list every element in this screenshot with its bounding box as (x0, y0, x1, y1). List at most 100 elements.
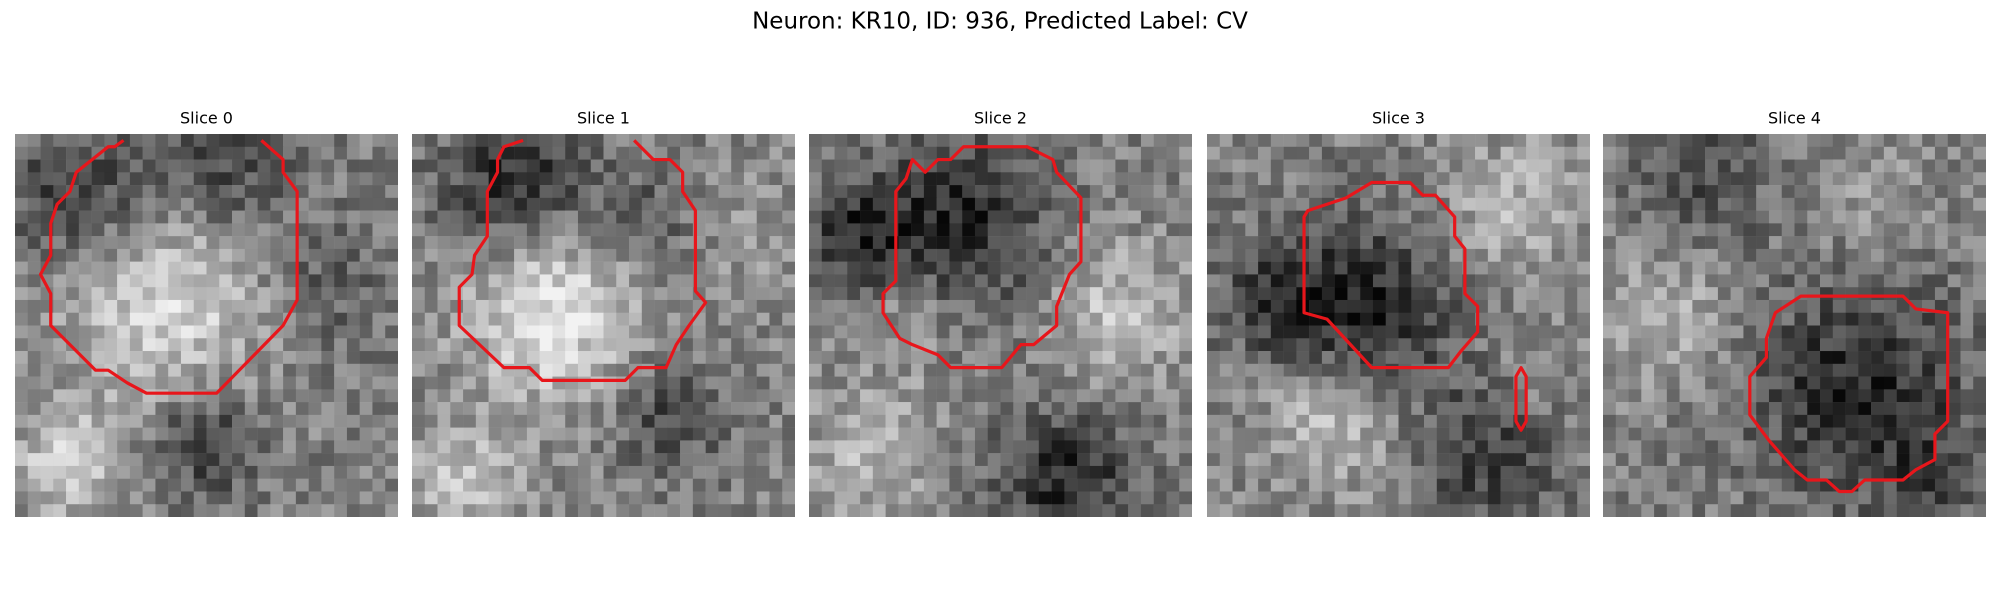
pixel (1296, 478, 1310, 492)
pixel (437, 504, 451, 517)
pixel (1232, 427, 1246, 441)
pixel (1424, 134, 1438, 148)
pixel (629, 325, 643, 339)
pixel (1309, 363, 1323, 377)
pixel (1038, 261, 1052, 275)
pixel (1730, 274, 1744, 288)
pixel (1385, 159, 1399, 173)
pixel (232, 185, 246, 199)
pixel (1717, 274, 1731, 288)
pixel (1973, 223, 1986, 237)
pixel (1730, 287, 1744, 301)
pixel (1654, 185, 1668, 199)
pixel (1140, 287, 1154, 301)
pixel (244, 248, 258, 262)
pixel (1424, 491, 1438, 505)
pixel (1666, 146, 1680, 160)
pixel (385, 351, 398, 365)
pixel (1756, 274, 1770, 288)
pixel (1922, 210, 1936, 224)
pixel (1321, 363, 1335, 377)
pixel (1013, 134, 1027, 148)
pixel (219, 465, 233, 479)
pixel (731, 185, 745, 199)
pixel (731, 427, 745, 441)
pixel (372, 134, 386, 148)
pixel (1883, 351, 1897, 365)
pixel (1102, 210, 1116, 224)
pixel (180, 325, 194, 339)
pixel (244, 453, 258, 467)
pixel (1705, 465, 1719, 479)
pixel (936, 287, 950, 301)
pixel (1179, 491, 1192, 505)
pixel (193, 376, 207, 390)
pixel (117, 325, 131, 339)
pixel (1245, 287, 1259, 301)
pixel (1564, 389, 1578, 403)
pixel (193, 172, 207, 186)
pixel (731, 491, 745, 505)
pixel (629, 274, 643, 288)
pixel (450, 504, 464, 517)
pixel (1654, 287, 1668, 301)
pixel (1973, 210, 1986, 224)
pixel (1179, 210, 1192, 224)
pixel (463, 414, 477, 428)
pixel (526, 312, 540, 326)
pixel (1347, 299, 1361, 313)
pixel (1577, 210, 1590, 224)
pixel (1883, 146, 1897, 160)
pixel (860, 376, 874, 390)
pixel (1960, 351, 1974, 365)
pixel (1743, 427, 1757, 441)
pixel (1000, 338, 1014, 352)
pixel (603, 338, 617, 352)
pixel (1807, 465, 1821, 479)
pixel (692, 427, 706, 441)
pixel (206, 261, 220, 275)
pixel (1730, 248, 1744, 262)
pixel (1245, 427, 1259, 441)
pixel (1717, 325, 1731, 339)
pixel (1692, 210, 1706, 224)
pixel (1283, 325, 1297, 339)
pixel (155, 274, 169, 288)
pixel (1309, 325, 1323, 339)
pixel (1064, 197, 1078, 211)
pixel (1692, 274, 1706, 288)
pixel (769, 453, 783, 467)
pixel (1296, 453, 1310, 467)
pixel (193, 197, 207, 211)
pixel (270, 338, 284, 352)
pixel (424, 197, 438, 211)
pixel (923, 504, 937, 517)
pixel (1909, 338, 1923, 352)
pixel (590, 223, 604, 237)
pixel (1207, 312, 1221, 326)
pixel (1692, 197, 1706, 211)
pixel (1679, 287, 1693, 301)
pixel (1309, 453, 1323, 467)
pixel (769, 185, 783, 199)
pixel (385, 465, 398, 479)
pixel (1385, 197, 1399, 211)
pixel (756, 312, 770, 326)
pixel (295, 453, 309, 467)
pixel (1973, 414, 1986, 428)
pixel (974, 172, 988, 186)
pixel (104, 210, 118, 224)
pixel (359, 312, 373, 326)
pixel (834, 287, 848, 301)
pixel (1334, 261, 1348, 275)
pixel (526, 402, 540, 416)
pixel (1140, 134, 1154, 148)
pixel (1166, 402, 1180, 416)
pixel (911, 363, 925, 377)
pixel (257, 453, 271, 467)
pixel (1283, 478, 1297, 492)
pixel (1207, 185, 1221, 199)
pixel (1051, 236, 1065, 250)
pixel (1551, 287, 1565, 301)
pixel (66, 338, 80, 352)
